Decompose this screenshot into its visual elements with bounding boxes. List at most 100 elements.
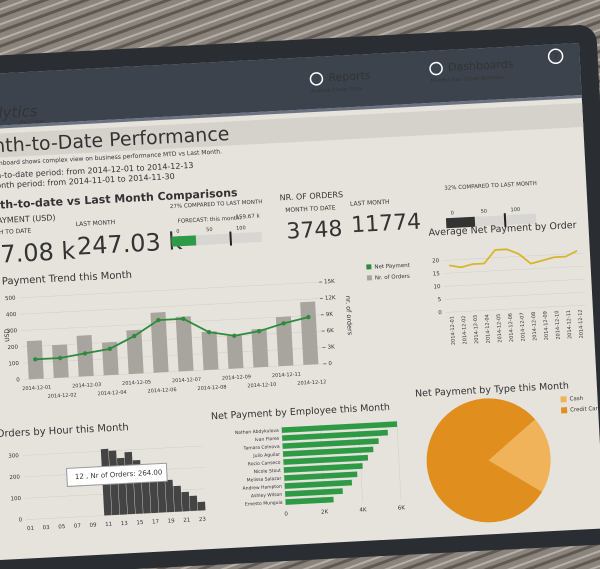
y2-tick-label: 3K	[327, 344, 335, 350]
y2-tick-label: 6K	[327, 328, 335, 334]
brand: nalytics	[0, 102, 38, 123]
category-label: Rocio Canseco	[248, 460, 281, 468]
bar	[285, 496, 334, 505]
bar	[197, 501, 206, 511]
kpi-value: 11774	[351, 210, 422, 239]
bar	[226, 335, 244, 369]
gauge-target	[229, 231, 233, 246]
nav-label: Dashboards	[448, 58, 514, 74]
bar	[284, 479, 353, 489]
nav-label: Reports	[328, 69, 371, 84]
y-tick-label: 300	[8, 453, 19, 460]
x-tick-label: 2014-12-12	[578, 309, 586, 338]
y-tick-label: 0	[16, 377, 20, 383]
y2-tick-label: 0	[328, 361, 332, 367]
y-tick-label: 0	[18, 517, 22, 523]
kpi-value: 3748	[286, 217, 343, 245]
kpi-label: T PAYMENT (USD)	[0, 213, 56, 226]
nav-sub: Monitor Your Clover Business	[431, 75, 504, 85]
forecast: FORECAST: this month:	[178, 215, 242, 224]
bar	[251, 328, 269, 368]
point	[82, 351, 88, 356]
help: ?	[553, 53, 559, 63]
bar	[173, 485, 183, 512]
bar	[165, 479, 175, 513]
kpi-label: NR. OF ORDERS	[279, 190, 343, 202]
x-tick-label: 23	[199, 517, 207, 523]
gauge-bar	[171, 235, 197, 247]
x-tick-label: 13	[121, 521, 129, 527]
y-axis-label: USD	[4, 328, 12, 342]
kpi-sub: LAST MONTH	[76, 219, 116, 228]
point	[156, 317, 161, 323]
x-tick-label: 2014-12-06	[508, 313, 516, 342]
nav-sub: Analyze Clover Data	[311, 86, 362, 95]
forecast-value: 159.67 k	[235, 213, 260, 220]
bar	[126, 329, 144, 375]
tooltip-box	[65, 462, 168, 487]
category-label: Nathan Abdykulova	[235, 428, 279, 436]
y-tick-label: 500	[5, 296, 16, 303]
y2-tick-label: 15K	[324, 279, 335, 286]
x-tick-label: 03	[43, 525, 51, 531]
y-tick-label: 10	[433, 284, 441, 290]
x-tick-label: 11	[105, 522, 112, 528]
x-tick-label: 2014-12-06	[147, 387, 176, 395]
bar	[156, 473, 167, 513]
x-tick-label: 2014-12-09	[543, 311, 551, 340]
grid-line	[445, 291, 585, 300]
y-tick-label: 400	[6, 312, 17, 319]
bar	[282, 438, 379, 449]
bar	[150, 312, 169, 373]
title-band	[0, 102, 584, 159]
x-tick-label: 05	[58, 524, 66, 530]
x-tick-label: 4K	[359, 507, 367, 513]
x-tick-label: 2014-12-02	[48, 392, 77, 400]
kpi-value: 67.08 k	[0, 237, 76, 270]
point	[181, 316, 186, 321]
x-tick-label: 07	[74, 523, 82, 529]
bar	[282, 429, 388, 441]
grid-line	[19, 281, 320, 299]
y-tick-label: 200	[9, 475, 20, 482]
x-tick-label: 2014-12-10	[554, 310, 562, 339]
x-tick-label: 2014-12-01	[449, 316, 457, 345]
grid-line	[23, 363, 324, 380]
grid-line	[22, 330, 322, 348]
category-label: Ernesto Munguia	[245, 500, 283, 508]
legend-swatch	[366, 275, 373, 281]
legend-label: Cash	[569, 396, 583, 403]
y2-tick-label: 9K	[326, 312, 334, 318]
x-tick-label: 2014-12-03	[473, 315, 481, 344]
point	[206, 329, 212, 335]
x-tick-label: 2014-12-01	[22, 385, 51, 393]
bar	[281, 421, 398, 433]
x-tick-label: 19	[168, 518, 176, 524]
grid-line	[21, 314, 321, 331]
category-label: Andrew Hampton	[242, 484, 282, 492]
y2-tick-label: 12K	[325, 295, 336, 302]
x-tick-label: 2014-12-10	[247, 382, 276, 390]
gauge-scale: 50	[206, 227, 213, 233]
compare-label: 27% COMPARED TO LAST MONTH	[170, 199, 263, 210]
y-tick-label: 0	[438, 310, 442, 316]
category-label: Julio Aguilar	[252, 452, 280, 459]
bar	[76, 335, 94, 377]
gauge-scale: 100	[236, 225, 246, 231]
point	[306, 314, 311, 320]
y-tick-label: 5	[438, 297, 442, 303]
bar	[201, 331, 219, 371]
grid-line	[20, 298, 320, 315]
point	[232, 333, 237, 338]
bar	[283, 454, 369, 465]
bar	[175, 316, 194, 372]
bar	[282, 446, 374, 457]
category-label: Ivan Flores	[255, 436, 280, 443]
category-label: Ashley Wilson	[251, 492, 283, 500]
header-line	[0, 94, 582, 131]
bar	[275, 316, 294, 367]
x-tick-label: 2014-12-08	[197, 384, 226, 392]
category-label: Melissa Salazar	[247, 476, 282, 484]
